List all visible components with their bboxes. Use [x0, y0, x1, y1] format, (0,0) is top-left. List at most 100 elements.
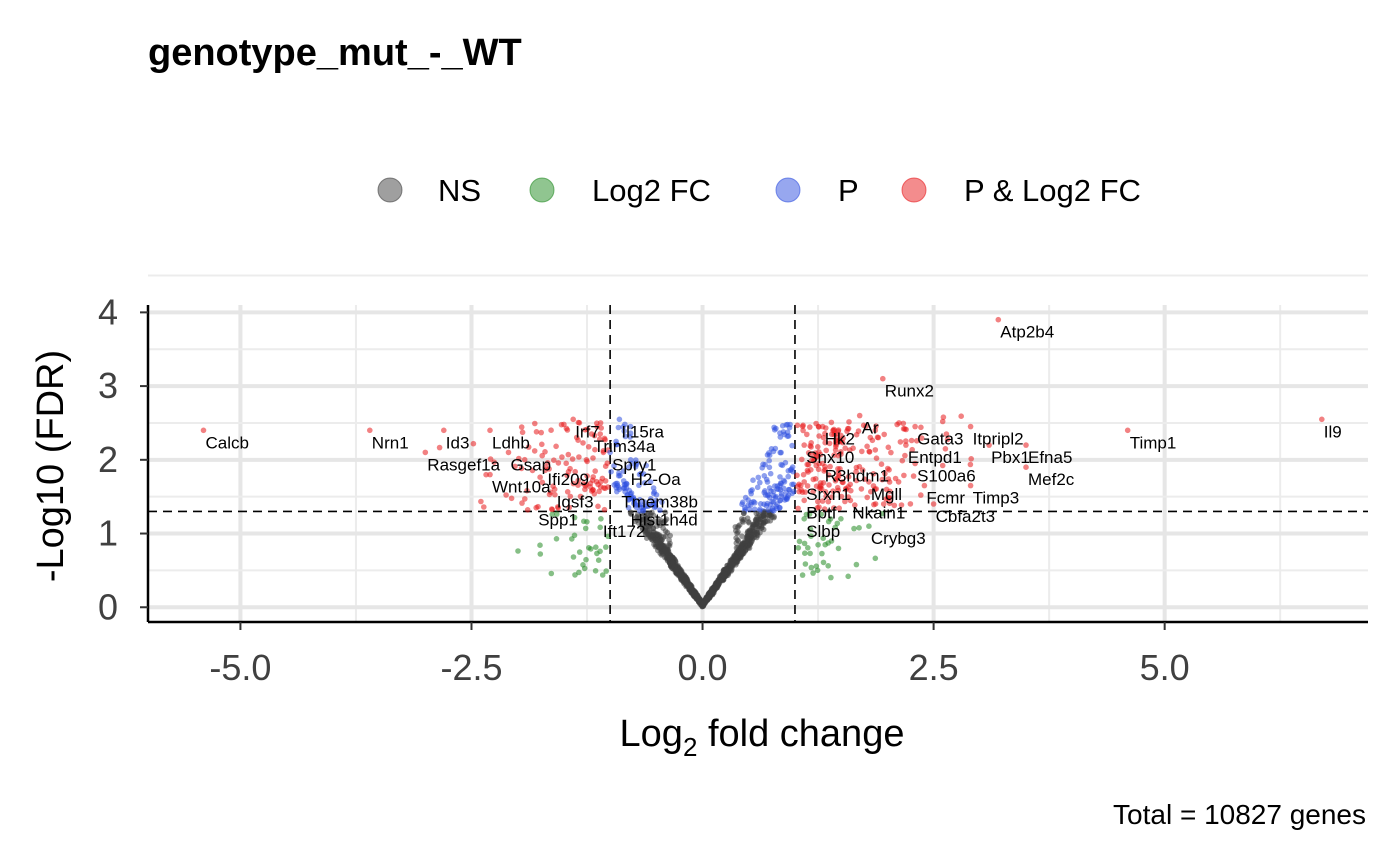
data-point [802, 561, 809, 567]
legend-label-p-and-log2fc: P & Log2 FC [964, 173, 1141, 208]
data-point [835, 487, 841, 494]
data-point [903, 442, 909, 448]
data-point [901, 472, 907, 479]
data-point [554, 511, 560, 517]
data-point [552, 491, 558, 498]
data-point [625, 497, 632, 503]
data-point [819, 498, 826, 504]
data-point [524, 487, 530, 494]
y-tick-label: 1 [98, 513, 118, 554]
data-point [783, 422, 789, 428]
data-point [519, 429, 526, 436]
data-point [739, 533, 745, 539]
data-point [772, 483, 778, 489]
gene-label: Itpripl2 [973, 430, 1024, 449]
data-point [886, 467, 892, 473]
data-point [853, 561, 860, 568]
data-point [561, 421, 567, 428]
data-point [529, 467, 536, 474]
data-point [608, 468, 614, 475]
data-point [822, 439, 828, 446]
data-point [777, 504, 783, 511]
data-point [637, 508, 643, 514]
data-point [842, 498, 848, 505]
data-point [757, 506, 763, 512]
data-point [589, 477, 596, 484]
chart-title: genotype_mut_-_WT [148, 32, 522, 74]
y-tick-label: 2 [98, 439, 118, 480]
data-point [598, 425, 604, 431]
data-point [858, 486, 865, 492]
legend-label-log2fc: Log2 FC [592, 173, 711, 208]
data-point [800, 471, 807, 478]
data-point [826, 440, 833, 447]
data-point [871, 501, 877, 508]
data-point [880, 375, 886, 382]
data-point [799, 572, 806, 578]
data-point [766, 452, 773, 459]
data-point [696, 598, 702, 605]
data-point [570, 416, 576, 423]
data-point [815, 444, 821, 450]
data-point [813, 454, 820, 460]
data-point [777, 430, 783, 436]
data-point [637, 496, 643, 503]
data-point [603, 568, 609, 574]
gene-label: Snx10 [806, 448, 854, 467]
legend-item-log2fc: Log2 FC [529, 173, 711, 208]
data-point [827, 463, 833, 470]
data-point [644, 515, 650, 521]
data-point [564, 472, 570, 479]
data-point [649, 509, 655, 516]
gene-label: Il9 [1324, 422, 1342, 441]
data-point [566, 504, 573, 511]
data-point [518, 465, 525, 472]
data-point [903, 438, 909, 444]
data-point [644, 535, 650, 541]
x-ticks: -5.0 -2.5 0.0 2.5 5.0 [209, 622, 1190, 688]
data-point [723, 566, 729, 572]
data-point [823, 493, 829, 500]
data-point [549, 511, 555, 518]
data-point [654, 531, 661, 537]
data-point [804, 431, 810, 438]
x-tick-label: 5.0 [1140, 647, 1190, 688]
data-point [835, 470, 842, 476]
data-point [592, 568, 599, 574]
data-point [821, 506, 828, 512]
data-point [850, 445, 856, 452]
data-point [742, 494, 749, 501]
data-point [808, 564, 815, 571]
data-point [546, 491, 553, 498]
data-point [647, 522, 654, 528]
data-point [804, 483, 811, 489]
gene-label: Slbp [806, 522, 840, 541]
data-point [519, 500, 525, 506]
data-point [805, 545, 811, 551]
data-point [845, 573, 851, 580]
gene-label: Efna5 [1028, 448, 1072, 467]
data-point [765, 491, 772, 498]
data-point [441, 427, 447, 434]
data-point [645, 503, 652, 510]
data-point [537, 551, 544, 557]
data-point [818, 511, 824, 518]
data-point [548, 427, 554, 434]
data-point [564, 427, 571, 433]
gene-label: Ldhb [492, 433, 530, 452]
data-point [802, 550, 808, 556]
data-point [584, 519, 590, 525]
data-point [580, 480, 587, 487]
data-point [627, 509, 634, 515]
data-point [762, 519, 768, 525]
data-point [679, 571, 685, 578]
data-point [665, 555, 672, 561]
gene-label: Ift172 [603, 522, 646, 541]
data-point [870, 483, 877, 489]
data-point [859, 448, 865, 455]
data-point [888, 449, 894, 456]
data-point [848, 487, 854, 494]
data-point [847, 497, 854, 504]
data-point [1319, 416, 1325, 423]
